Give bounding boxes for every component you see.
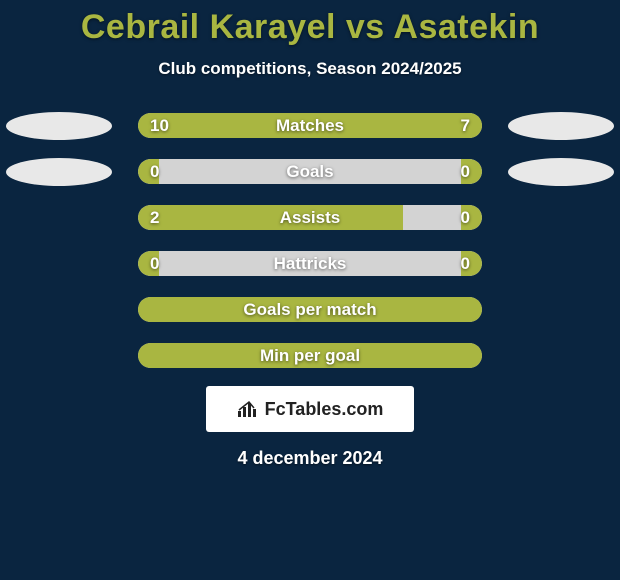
stat-value-right: 0	[461, 159, 470, 184]
stat-row: Goals0 0	[0, 159, 620, 184]
stat-label: Matches	[138, 113, 482, 138]
stat-value-left: 10	[150, 113, 169, 138]
page-title: Cebrail Karayel vs Asatekin	[0, 8, 620, 47]
stat-label: Assists	[138, 205, 482, 230]
stat-bar-track: Assists	[138, 205, 482, 230]
stat-row: Goals per match	[0, 297, 620, 322]
stat-row: Hattricks0 0	[0, 251, 620, 276]
stat-value-right: 0	[461, 205, 470, 230]
stat-label: Min per goal	[138, 343, 482, 368]
brand-text: FcTables.com	[265, 399, 384, 420]
player-left-avatar	[6, 158, 112, 186]
stat-label: Goals	[138, 159, 482, 184]
stat-row: Min per goal	[0, 343, 620, 368]
stat-value-right: 0	[461, 251, 470, 276]
stat-bar-track: Matches	[138, 113, 482, 138]
stat-label: Hattricks	[138, 251, 482, 276]
stat-row: Matches10 7	[0, 113, 620, 138]
stat-bar-track: Goals per match	[138, 297, 482, 322]
stat-value-left: 2	[150, 205, 159, 230]
player-right-avatar	[508, 112, 614, 140]
stat-row: Assists2 0	[0, 205, 620, 230]
stat-value-left: 0	[150, 159, 159, 184]
stat-rows: Matches107Goals00Assists20Hattricks00Goa…	[0, 113, 620, 368]
brand-badge: FcTables.com	[206, 386, 414, 432]
chart-icon	[237, 400, 259, 418]
stat-value-right: 7	[461, 113, 470, 138]
player-right-avatar	[508, 158, 614, 186]
subtitle: Club competitions, Season 2024/2025	[0, 59, 620, 79]
stat-bar-track: Hattricks	[138, 251, 482, 276]
stat-label: Goals per match	[138, 297, 482, 322]
stat-bar-track: Goals	[138, 159, 482, 184]
stat-bar-track: Min per goal	[138, 343, 482, 368]
date-label: 4 december 2024	[0, 448, 620, 469]
player-left-avatar	[6, 112, 112, 140]
stat-value-left: 0	[150, 251, 159, 276]
